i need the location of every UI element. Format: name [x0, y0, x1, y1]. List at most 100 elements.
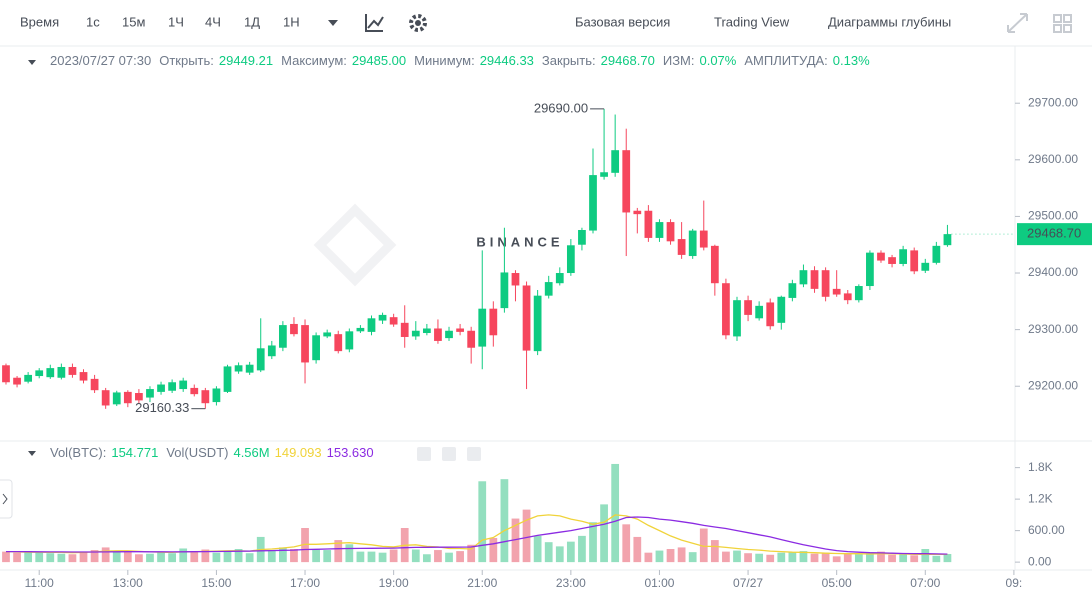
volume-bar: [511, 518, 520, 563]
candle-body: [256, 348, 265, 371]
candle-body: [899, 249, 908, 264]
info-value: 0.07%: [699, 53, 736, 68]
legend-icon[interactable]: [467, 447, 481, 461]
candle-body: [566, 245, 575, 274]
volume-bar: [57, 553, 66, 563]
candle-body: [445, 330, 453, 339]
candle-body: [644, 210, 653, 238]
volume-bar: [522, 509, 531, 563]
candle-body: [24, 374, 33, 382]
volume-bar: [655, 550, 664, 563]
candle-body: [223, 366, 232, 392]
interval-button[interactable]: Время: [20, 14, 59, 29]
fullscreen-icon[interactable]: [1007, 13, 1028, 33]
settings-icon[interactable]: [409, 14, 427, 32]
volume-bar: [589, 522, 597, 563]
candle-body: [456, 328, 464, 332]
candle-body: [334, 334, 343, 352]
interval-button[interactable]: 15м: [122, 14, 145, 29]
volume-bar: [411, 549, 420, 563]
x-tick-label: 21:00: [467, 576, 497, 590]
candle-body: [666, 222, 675, 242]
volume-bar: [766, 554, 775, 563]
volume-bar: [788, 552, 797, 563]
volume-bar: [666, 549, 675, 563]
volume-bar: [500, 479, 509, 563]
candle-body: [367, 318, 376, 332]
candle-body: [389, 317, 398, 325]
interval-button[interactable]: 1Д: [244, 14, 260, 29]
legend-icon[interactable]: [417, 447, 431, 461]
info-value: 29468.70: [601, 53, 655, 68]
volume-bar: [112, 552, 121, 563]
candle-body: [190, 387, 199, 395]
info-label: Минимум:: [414, 53, 475, 68]
y-tick-label: 29600.00: [1028, 152, 1078, 166]
volume-bar: [68, 554, 77, 563]
volume-bar: [566, 541, 575, 563]
volume-bar: [24, 551, 33, 563]
volume-bar: [877, 551, 885, 563]
legend-label: Vol(USDT): [166, 445, 228, 460]
volume-bar: [345, 544, 354, 563]
volume-bar: [810, 553, 819, 563]
legend-value: 154.771: [111, 445, 158, 460]
candle-body: [522, 285, 531, 351]
settings-icon-center: [415, 20, 421, 26]
view-button[interactable]: Базовая версия: [575, 14, 670, 29]
candle-body: [622, 150, 631, 213]
volume-bar: [799, 551, 808, 563]
candle-body: [422, 328, 431, 334]
candle-body: [312, 335, 320, 361]
legend-icon[interactable]: [442, 447, 456, 461]
legend-value: 153.630: [327, 445, 374, 460]
volume-bar: [223, 551, 232, 563]
volume-bar: [755, 553, 764, 563]
volume-bar: [389, 549, 398, 563]
collapse-arrow[interactable]: [28, 60, 36, 65]
candle-body: [411, 330, 420, 337]
volume-bar: [733, 550, 741, 563]
candle-body: [600, 172, 608, 177]
volume-bar: [422, 554, 431, 563]
volume-bar: [932, 555, 941, 563]
candle-body: [489, 308, 498, 336]
layout-icon[interactable]: [1053, 14, 1072, 33]
volume-bar: [921, 549, 930, 563]
candle-body: [478, 308, 487, 347]
indicators-icon[interactable]: [365, 14, 384, 32]
candle-body: [943, 234, 952, 246]
y-tick-label: 1.2K: [1028, 491, 1053, 505]
info-label: Закрыть:: [542, 53, 596, 68]
collapse-arrow[interactable]: [28, 451, 36, 456]
candle-body: [877, 252, 885, 261]
legend-value: 4.56M: [233, 445, 269, 460]
x-tick-label: 11:00: [25, 576, 54, 590]
interval-button[interactable]: 1с: [86, 14, 100, 29]
candle-body: [578, 230, 586, 245]
volume-bar: [201, 549, 210, 563]
candle-body: [699, 230, 708, 248]
x-tick-label: 17:00: [290, 576, 320, 590]
x-tick-label: 07/27: [733, 576, 763, 590]
x-tick-label: 23:00: [556, 576, 586, 590]
candle-body: [267, 345, 276, 357]
volume-bar: [699, 528, 708, 563]
candle-body: [866, 252, 874, 287]
candle-body: [112, 392, 121, 405]
volume-bar: [46, 553, 55, 563]
candle-body: [854, 286, 863, 301]
interval-button[interactable]: 1Н: [283, 14, 300, 29]
side-toggle-arrow: [2, 493, 8, 505]
view-button[interactable]: Диаграммы глубины: [828, 14, 951, 29]
interval-button[interactable]: 1Ч: [168, 14, 184, 29]
candle-body: [655, 222, 664, 238]
side-toggle[interactable]: [0, 479, 13, 519]
annotation-label: 29690.00: [534, 100, 588, 115]
more-intervals[interactable]: [328, 20, 338, 26]
info-value: 29485.00: [352, 53, 406, 68]
view-button[interactable]: Trading View: [714, 14, 790, 29]
interval-button[interactable]: 4Ч: [205, 14, 221, 29]
candle-body: [921, 262, 930, 271]
candle-body: [400, 322, 409, 337]
